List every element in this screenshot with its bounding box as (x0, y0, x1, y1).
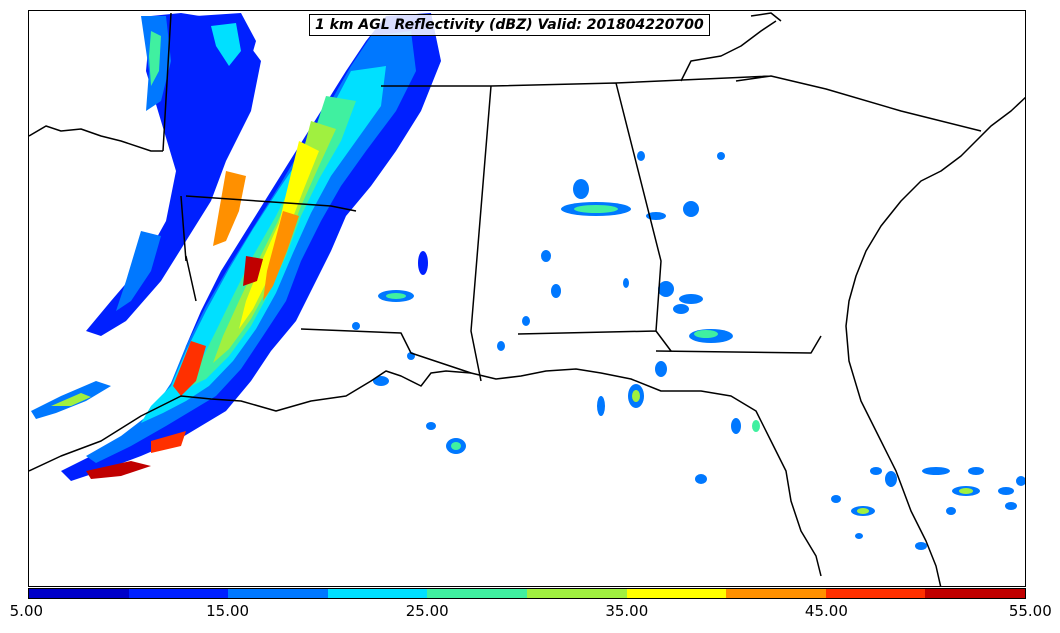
colorbar-tick-label: 45.00 (804, 602, 848, 620)
colorbar-segment (327, 589, 428, 598)
colorbar (28, 588, 1026, 599)
colorbar-segment (29, 589, 129, 598)
colorbar-segment (626, 589, 727, 598)
colorbar-segment (825, 589, 926, 598)
colorbar-tick-label: 35.00 (605, 602, 649, 620)
reflectivity-scattered-cells (352, 151, 1025, 550)
reflectivity-western-band (31, 13, 256, 419)
colorbar-tick-label: 5.00 (9, 602, 44, 620)
colorbar-segment (427, 589, 527, 598)
colorbar-tick-label: 15.00 (206, 602, 250, 620)
map-panel (28, 10, 1026, 587)
colorbar-segment (526, 589, 627, 598)
colorbar-segment (726, 589, 826, 598)
map-boundaries (29, 12, 1025, 586)
colorbar-segment (228, 589, 328, 598)
state-boundary-lines (162, 12, 982, 382)
coastline (29, 96, 1025, 586)
colorbar-tick-label: 55.00 (1008, 602, 1052, 620)
reflectivity-squall-line (61, 13, 441, 481)
colorbar-segment (128, 589, 229, 598)
map-title: 1 km AGL Reflectivity (dBZ) Valid: 20180… (309, 14, 710, 36)
colorbar-segment (925, 589, 1025, 598)
map-canvas (29, 12, 1025, 586)
colorbar-labels: 5.00 15.00 25.00 35.00 45.00 55.00 (0, 602, 1060, 624)
colorbar-tick-label: 25.00 (405, 602, 449, 620)
